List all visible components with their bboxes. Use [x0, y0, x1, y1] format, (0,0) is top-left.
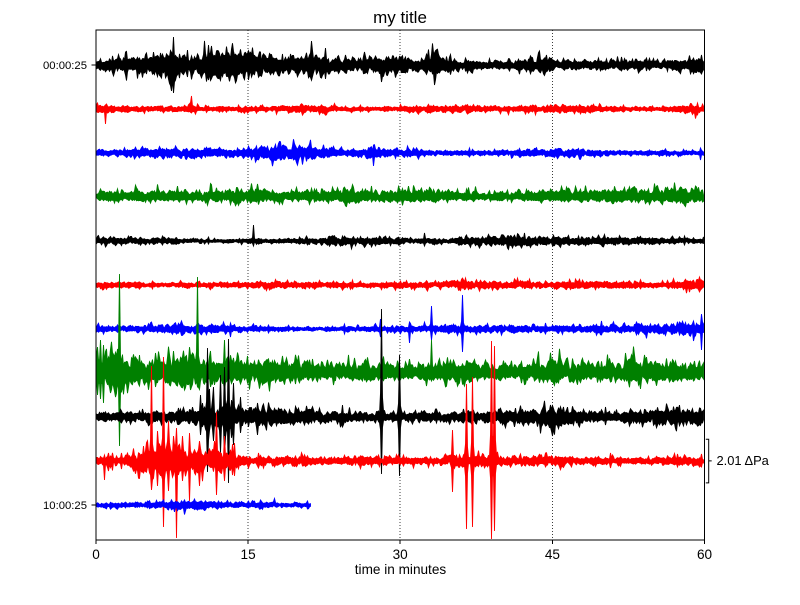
svg-text:60: 60 [697, 547, 713, 562]
svg-text:00:00:25: 00:00:25 [43, 60, 87, 72]
svg-text:0: 0 [92, 547, 100, 562]
svg-text:30: 30 [393, 547, 409, 562]
svg-text:45: 45 [545, 547, 560, 562]
svg-text:10:00:25: 10:00:25 [43, 500, 87, 512]
svg-text:my title: my title [373, 8, 427, 27]
svg-text:2.01 ΔPa: 2.01 ΔPa [717, 453, 770, 468]
svg-text:time in minutes: time in minutes [355, 562, 447, 577]
svg-text:15: 15 [241, 547, 256, 562]
